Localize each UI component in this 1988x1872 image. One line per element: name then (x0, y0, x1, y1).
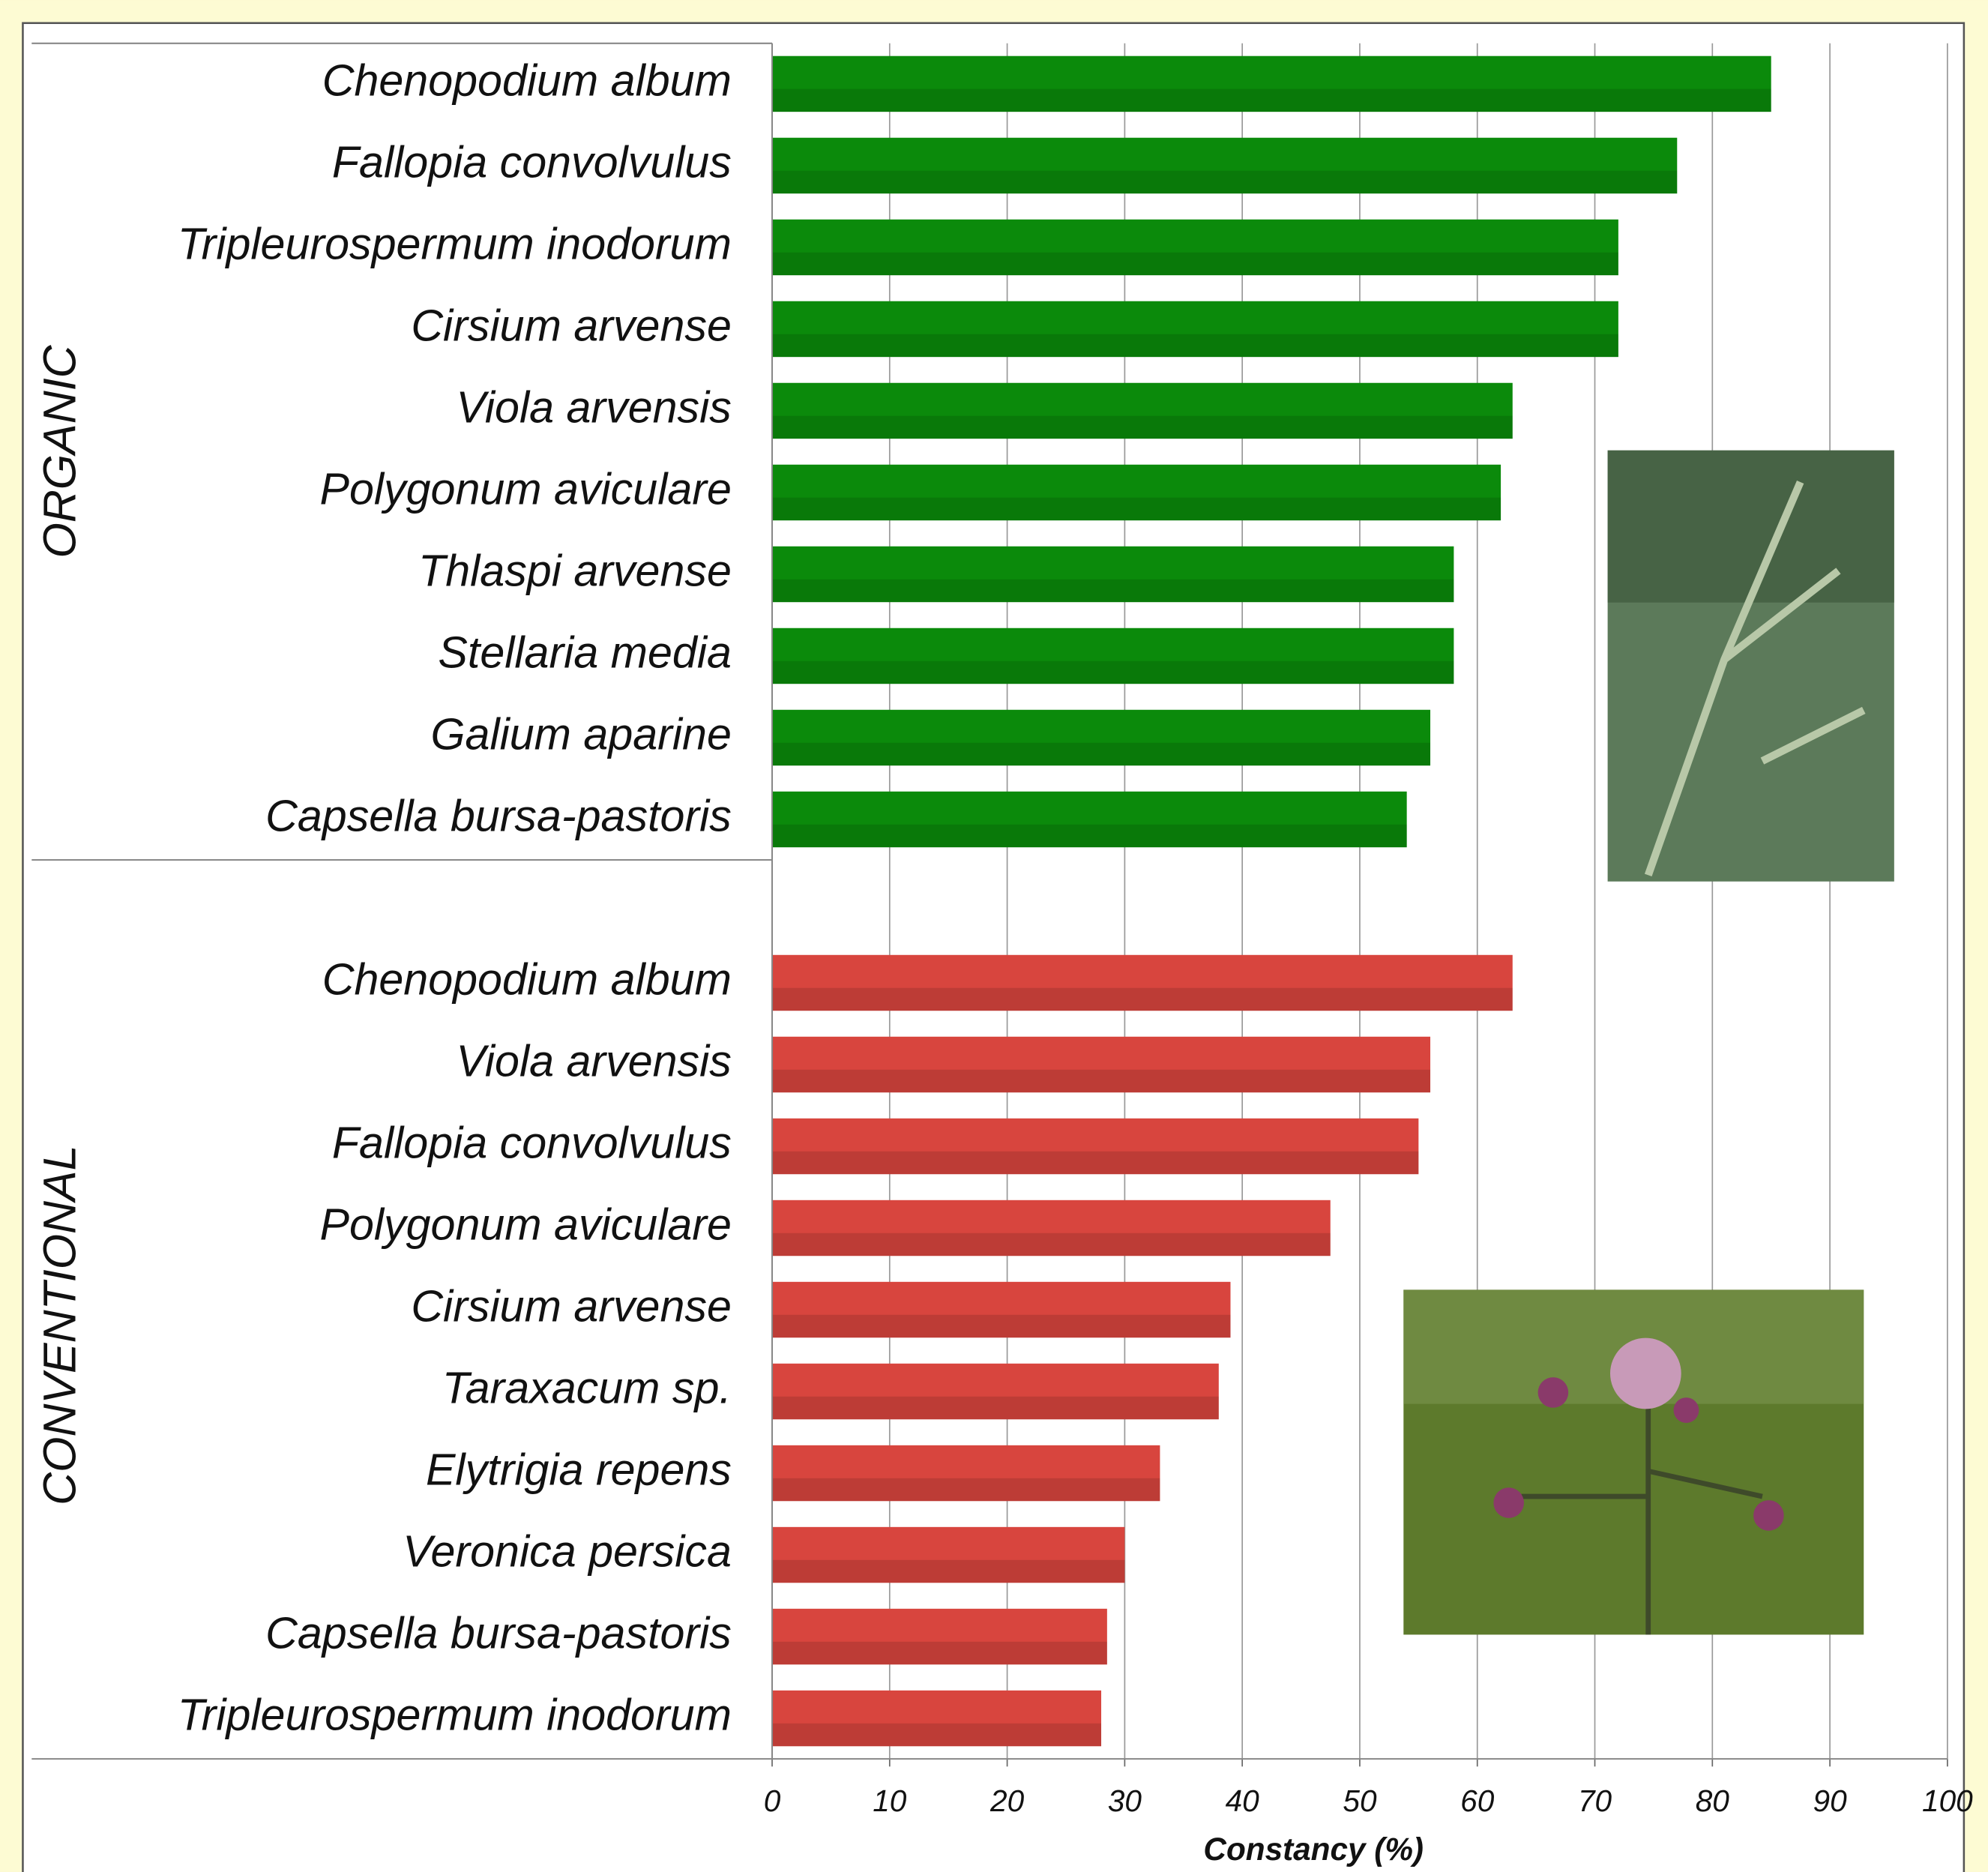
category-label: Chenopodium album (322, 954, 732, 1005)
bar-shade (772, 1478, 1160, 1502)
bar (772, 1363, 1219, 1420)
bar (772, 219, 1618, 276)
category-label: Tripleurospermum inodorum (178, 1690, 732, 1740)
bar (772, 301, 1618, 358)
bar-shade (772, 252, 1618, 276)
category-label: Veronica persica (403, 1526, 732, 1577)
x-tick-label: 10 (873, 1784, 907, 1818)
category-label: Chenopodium album (322, 55, 732, 106)
x-tick-label: 80 (1696, 1784, 1730, 1818)
bar-shade (772, 497, 1501, 521)
bar-shade (772, 987, 1513, 1011)
bar-shade (772, 170, 1678, 194)
bar-shade (772, 1069, 1431, 1093)
bar (772, 1526, 1125, 1583)
x-axis-title: Constancy (%) (1203, 1832, 1424, 1867)
category-label: Thlaspi arvense (418, 546, 732, 596)
bar (772, 1036, 1431, 1093)
group-label: CONVENTIONAL (34, 1146, 85, 1505)
group-label: ORGANIC (34, 344, 85, 558)
bar-shade (772, 1723, 1102, 1747)
bar (772, 627, 1454, 684)
x-tick-label: 50 (1343, 1784, 1377, 1818)
category-label: Tripleurospermum inodorum (178, 219, 732, 269)
x-tick-label: 70 (1578, 1784, 1612, 1818)
photo-flower (1609, 1337, 1681, 1409)
photo-flower (1753, 1500, 1784, 1531)
bar-shade (772, 1151, 1419, 1175)
bar (772, 55, 1771, 112)
category-label: Viola arvensis (457, 382, 732, 433)
bar (772, 1281, 1231, 1338)
x-tick-label: 60 (1460, 1784, 1495, 1818)
photo-stems (1644, 481, 1866, 877)
category-label: Polygonum aviculare (319, 1200, 731, 1250)
category-label: Fallopia convolvulus (332, 137, 732, 187)
photo-flower (1493, 1487, 1524, 1518)
category-label: Stellaria media (438, 627, 731, 678)
x-tick-label: 20 (990, 1784, 1025, 1818)
bar (772, 791, 1407, 848)
bar (772, 709, 1431, 766)
bar (772, 1445, 1160, 1502)
bar-shade (772, 660, 1454, 684)
category-label: Elytrigia repens (426, 1445, 732, 1495)
x-tick-label: 30 (1108, 1784, 1142, 1818)
bar-shade (772, 334, 1618, 358)
category-label: Cirsium arvense (411, 1281, 732, 1331)
category-label: Capsella bursa-pastoris (265, 1608, 732, 1658)
category-label: Cirsium arvense (411, 301, 732, 351)
photo-stems (1521, 1394, 1763, 1635)
category-label: Fallopia convolvulus (332, 1118, 732, 1168)
bar (772, 1200, 1331, 1256)
bar (772, 1118, 1419, 1175)
bar (772, 382, 1513, 439)
category-label: Viola arvensis (457, 1036, 732, 1086)
x-tick-label: 100 (1922, 1784, 1973, 1818)
bar (772, 546, 1454, 603)
x-tick-label: 0 (764, 1784, 781, 1818)
bar (772, 464, 1501, 521)
bar-shade (772, 579, 1454, 603)
category-label: Polygonum aviculare (319, 464, 731, 514)
bar-shade (772, 824, 1407, 848)
x-tick-label: 90 (1813, 1784, 1848, 1818)
bar-shade (772, 1641, 1107, 1665)
bar (772, 1608, 1107, 1665)
category-label: Galium aparine (431, 709, 732, 759)
bar-shade (772, 1559, 1125, 1583)
bar-shade (772, 1314, 1231, 1338)
category-label: Capsella bursa-pastoris (265, 791, 732, 841)
x-tick-label: 40 (1226, 1784, 1260, 1818)
bar-shade (772, 88, 1771, 112)
bar-shade (772, 1396, 1219, 1420)
bar-shade (772, 415, 1513, 439)
bar (772, 954, 1513, 1011)
photos (1403, 450, 1894, 1635)
bar (772, 137, 1678, 194)
bar (772, 1690, 1102, 1747)
bar-shade (772, 1233, 1331, 1256)
photo-flower (1673, 1397, 1699, 1423)
photo-flower (1537, 1377, 1569, 1408)
category-label: Taraxacum sp. (442, 1363, 732, 1413)
photo-shade (1607, 450, 1894, 603)
bar-shade (772, 742, 1431, 766)
